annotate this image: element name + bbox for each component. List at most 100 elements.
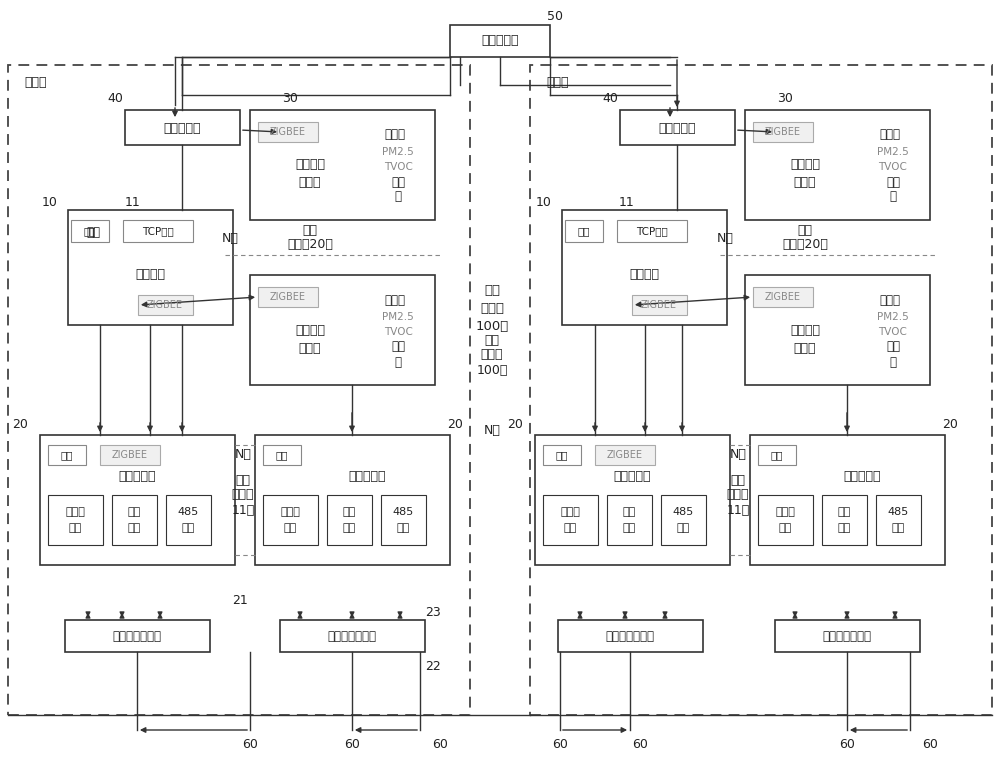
Text: 60: 60	[344, 739, 360, 752]
FancyBboxPatch shape	[123, 220, 193, 242]
Text: 房间号: 房间号	[25, 77, 47, 90]
FancyBboxPatch shape	[535, 435, 730, 565]
FancyBboxPatch shape	[562, 210, 727, 325]
Text: 等: 等	[394, 190, 402, 203]
Text: ZIGBEE: ZIGBEE	[147, 300, 183, 310]
Text: 最大: 最大	[302, 223, 318, 236]
FancyBboxPatch shape	[617, 220, 687, 242]
Text: 20: 20	[12, 419, 28, 432]
Text: 等: 等	[394, 355, 402, 368]
Text: TVOC: TVOC	[879, 162, 907, 172]
Text: 不超过: 不超过	[481, 348, 503, 361]
Text: TVOC: TVOC	[384, 162, 412, 172]
Text: 22: 22	[425, 660, 441, 673]
Text: 电源: 电源	[84, 226, 96, 236]
FancyBboxPatch shape	[71, 220, 109, 242]
Text: 60: 60	[432, 739, 448, 752]
Text: 电源: 电源	[61, 450, 73, 460]
Text: ZIGBEE: ZIGBEE	[270, 127, 306, 137]
Text: 不超过: 不超过	[232, 489, 254, 502]
Text: 485: 485	[887, 507, 909, 517]
Text: 环境参数: 环境参数	[295, 324, 325, 337]
Text: 20: 20	[507, 419, 523, 432]
FancyBboxPatch shape	[258, 287, 318, 307]
Text: 23: 23	[425, 605, 441, 618]
Text: 无线路由器: 无线路由器	[163, 121, 201, 134]
Text: 输出: 输出	[283, 523, 297, 533]
Text: 485: 485	[672, 507, 694, 517]
Text: N个: N个	[222, 232, 238, 245]
FancyBboxPatch shape	[530, 65, 992, 715]
Text: 采集器: 采集器	[299, 176, 321, 189]
FancyBboxPatch shape	[745, 275, 930, 385]
Text: 输出: 输出	[181, 523, 195, 533]
FancyBboxPatch shape	[753, 287, 813, 307]
FancyBboxPatch shape	[381, 495, 426, 545]
Text: 继电器: 继电器	[280, 507, 300, 517]
Text: 温湿度: 温湿度	[384, 294, 406, 307]
Text: 电源: 电源	[556, 450, 568, 460]
Text: ZIGBEE: ZIGBEE	[641, 300, 677, 310]
Text: 100个: 100个	[476, 364, 508, 377]
Text: 无线路由器: 无线路由器	[658, 121, 696, 134]
Text: 485: 485	[177, 507, 199, 517]
Text: 50: 50	[547, 11, 563, 24]
Text: 输出: 输出	[68, 523, 82, 533]
FancyBboxPatch shape	[8, 65, 470, 715]
Text: 设备驱动器: 设备驱动器	[118, 470, 156, 483]
Text: 30: 30	[282, 91, 298, 104]
Text: 40: 40	[107, 91, 123, 104]
Text: 继电器: 继电器	[560, 507, 580, 517]
Text: 设备驱动器: 设备驱动器	[613, 470, 651, 483]
Text: 输出: 输出	[127, 523, 141, 533]
Text: 11个: 11个	[726, 503, 750, 516]
Text: 甲醛: 甲醛	[886, 176, 900, 189]
Text: ZIGBEE: ZIGBEE	[112, 450, 148, 460]
Text: 不超过: 不超过	[727, 489, 749, 502]
FancyBboxPatch shape	[258, 122, 318, 142]
Text: 等: 等	[890, 355, 896, 368]
Text: 20: 20	[447, 419, 463, 432]
Text: 60: 60	[552, 739, 568, 752]
Text: 甲醛: 甲醛	[886, 341, 900, 354]
Text: 设备驱动器: 设备驱动器	[348, 470, 386, 483]
Text: 输出: 输出	[891, 523, 905, 533]
Text: 红外: 红外	[127, 507, 141, 517]
FancyBboxPatch shape	[280, 620, 425, 652]
FancyBboxPatch shape	[565, 220, 603, 242]
Text: 电源: 电源	[276, 450, 288, 460]
FancyBboxPatch shape	[40, 435, 235, 565]
Text: N个: N个	[730, 449, 746, 462]
Text: 采集器: 采集器	[794, 341, 816, 354]
Text: ZIGBEE: ZIGBEE	[607, 450, 643, 460]
FancyBboxPatch shape	[620, 110, 735, 145]
FancyBboxPatch shape	[263, 445, 301, 465]
FancyBboxPatch shape	[65, 620, 210, 652]
Text: 温湿度: 温湿度	[384, 129, 406, 141]
Text: 环境参数: 环境参数	[295, 159, 325, 172]
Text: 输出: 输出	[778, 523, 792, 533]
Text: 输出: 输出	[622, 523, 636, 533]
FancyBboxPatch shape	[450, 25, 550, 57]
Text: 60: 60	[632, 739, 648, 752]
Text: 输出: 输出	[396, 523, 410, 533]
Text: 环境参数: 环境参数	[790, 324, 820, 337]
Text: 60: 60	[839, 739, 855, 752]
Text: 温湿度: 温湿度	[880, 294, 900, 307]
Text: 采集器: 采集器	[794, 176, 816, 189]
Text: 最大: 最大	[484, 334, 500, 347]
Text: 最大: 最大	[236, 473, 250, 486]
Text: 房间号: 房间号	[547, 77, 569, 90]
Text: 输出: 输出	[837, 523, 851, 533]
Text: 甲醛: 甲醛	[391, 176, 405, 189]
Text: 主控制器: 主控制器	[629, 268, 659, 281]
Text: 输出去接口设备: 输出去接口设备	[822, 630, 872, 643]
Text: 继电器: 继电器	[65, 507, 85, 517]
Text: 甲醛: 甲醛	[391, 341, 405, 354]
Text: 设备驱动器: 设备驱动器	[843, 470, 881, 483]
FancyBboxPatch shape	[48, 495, 103, 545]
Text: 不超过: 不超过	[480, 301, 504, 314]
Text: 温湿度: 温湿度	[880, 129, 900, 141]
FancyBboxPatch shape	[745, 110, 930, 220]
Text: 红外: 红外	[342, 507, 356, 517]
